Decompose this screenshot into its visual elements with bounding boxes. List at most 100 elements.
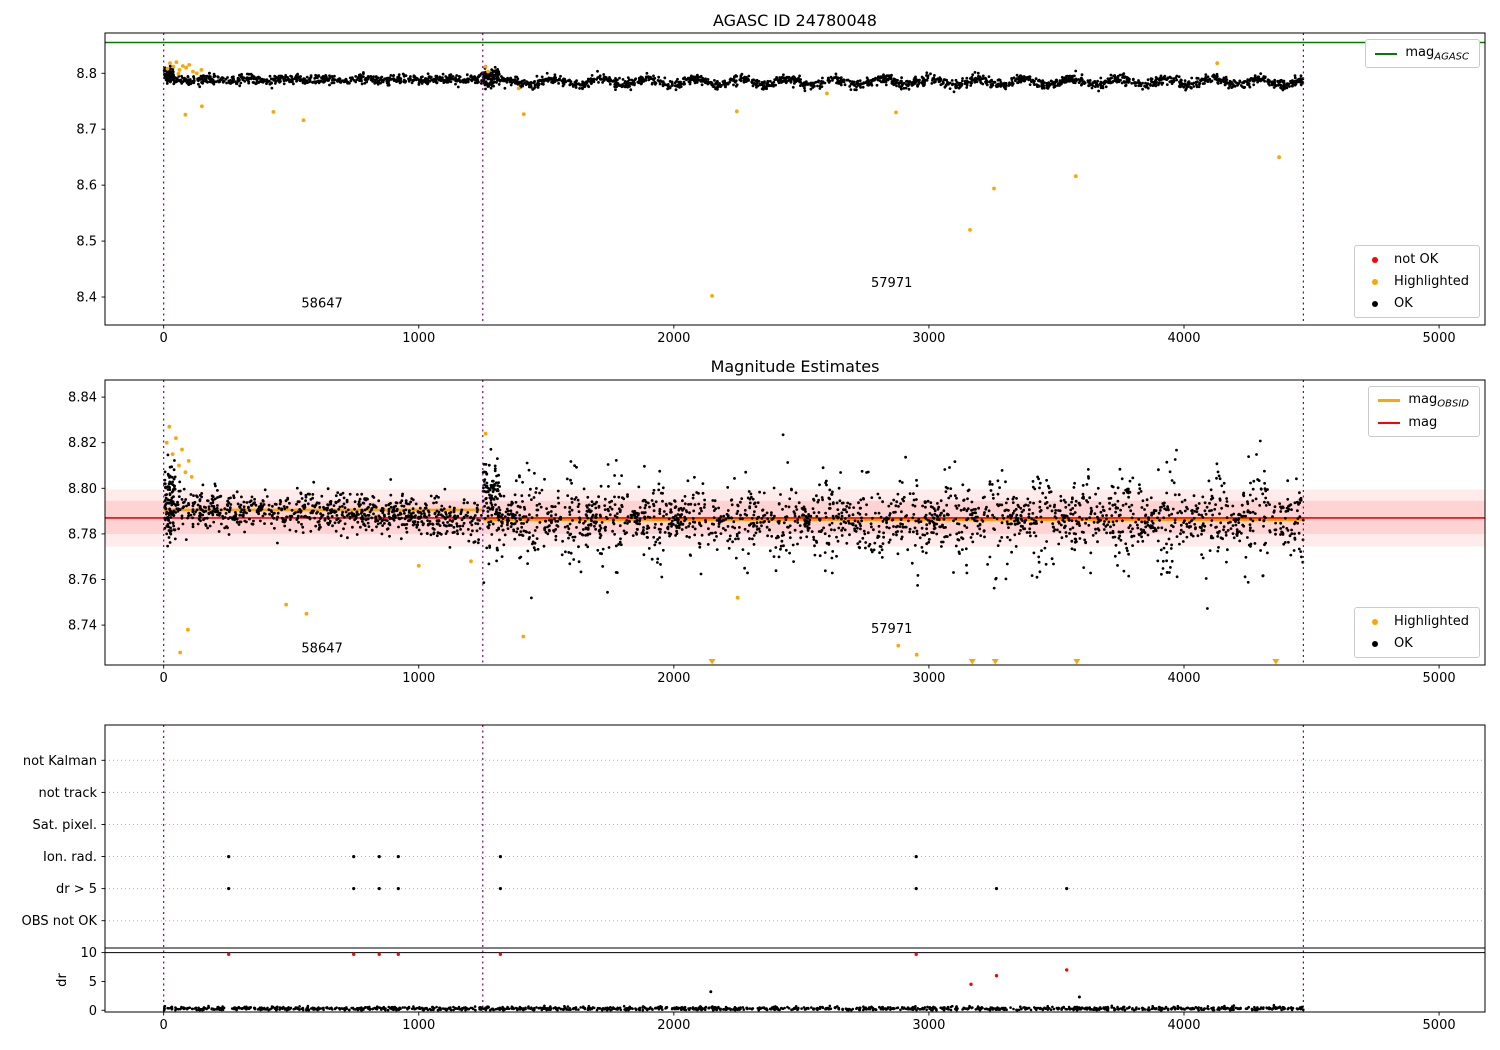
ok-point [726, 509, 730, 512]
ok-point [1115, 519, 1119, 523]
ok-point [486, 525, 490, 529]
ok-point [1136, 526, 1140, 530]
ok-point [948, 466, 951, 469]
ok-point [1204, 78, 1208, 82]
ok-point [1019, 514, 1023, 518]
ok-point [407, 519, 410, 522]
ok-point [613, 474, 616, 477]
ok-point [784, 515, 787, 519]
ok-point [1291, 82, 1295, 86]
ok-point [173, 537, 177, 541]
annotation-57971: 57971 [871, 276, 912, 291]
ok-point [763, 80, 766, 84]
ok-point [490, 533, 494, 536]
ok-point [309, 511, 313, 515]
ok-point [836, 80, 839, 84]
ok-point [663, 531, 667, 534]
ok-point [200, 492, 204, 495]
ok-point [485, 546, 489, 550]
ok-point [796, 542, 799, 546]
ok-point [1026, 504, 1030, 507]
highlighted-point [521, 112, 526, 116]
ok-point [646, 536, 649, 539]
ok-point [1091, 84, 1095, 87]
ok-point [933, 77, 936, 81]
ok-point [1187, 81, 1191, 84]
ok-point [693, 475, 696, 479]
ok-point [875, 83, 879, 87]
ok-point [946, 512, 949, 516]
ok-point [813, 84, 816, 88]
ok-point [550, 518, 554, 522]
ok-point [802, 513, 806, 517]
ok-point [973, 71, 977, 74]
ok-point [1111, 535, 1115, 539]
ok-point [988, 555, 992, 559]
ok-point [469, 516, 472, 520]
ok-point [387, 507, 391, 511]
ok-point [187, 514, 190, 518]
ok-point [227, 79, 231, 83]
ok-point [168, 67, 172, 71]
ok-point [498, 485, 501, 488]
ok-point [1287, 504, 1290, 508]
ok-point [1236, 83, 1239, 87]
ok-point [1037, 79, 1040, 82]
ok-point [471, 529, 474, 533]
ok-point [562, 82, 566, 86]
ok-point [1036, 85, 1039, 88]
ok-point [1215, 476, 1218, 480]
ok-point [383, 514, 386, 518]
ok-point [1258, 518, 1262, 522]
ok-point [527, 468, 531, 472]
ok-point [904, 86, 908, 90]
ok-point [582, 521, 585, 525]
ok-point [247, 505, 250, 509]
ok-point [284, 74, 288, 77]
ok-point [1118, 467, 1122, 471]
ok-point [1156, 559, 1160, 563]
ok-point [1131, 78, 1135, 82]
ok-point [218, 511, 222, 515]
ok-point [712, 509, 716, 512]
ok-point [300, 522, 303, 526]
ok-point [1113, 74, 1117, 77]
ok-point [787, 505, 791, 509]
ok-point [1287, 540, 1290, 544]
ok-point [935, 532, 939, 536]
ok-point [456, 514, 460, 518]
ok-point [238, 520, 242, 524]
ok-point [1113, 77, 1117, 81]
ok-point [379, 521, 382, 525]
ok-point [1122, 72, 1126, 75]
ok-point [242, 500, 246, 504]
ok-point [1212, 73, 1216, 77]
ok-point [682, 82, 686, 86]
ok-point [831, 501, 835, 505]
ok-point [634, 77, 638, 81]
ok-point [1180, 511, 1183, 515]
ok-point [573, 498, 577, 501]
ok-point [945, 503, 949, 507]
ok-point [381, 511, 385, 515]
ok-point [716, 87, 719, 91]
ok-point [630, 81, 634, 85]
ok-point [419, 75, 423, 79]
ok-point [1213, 507, 1217, 511]
ok-point [1074, 499, 1078, 503]
ok-point [340, 513, 344, 517]
ok-point [926, 499, 930, 503]
ok-point [747, 78, 750, 82]
ok-point [536, 82, 539, 85]
ok-point [330, 81, 334, 85]
ok-point [1270, 83, 1274, 87]
ok-point [1284, 516, 1287, 520]
ok-point [794, 491, 798, 495]
ok-point [1294, 81, 1298, 85]
ok-point [272, 516, 276, 520]
ok-point [609, 79, 613, 83]
ok-point [966, 497, 969, 501]
ok-point [1127, 552, 1130, 556]
ok-point [620, 474, 623, 477]
ok-point [199, 78, 202, 81]
